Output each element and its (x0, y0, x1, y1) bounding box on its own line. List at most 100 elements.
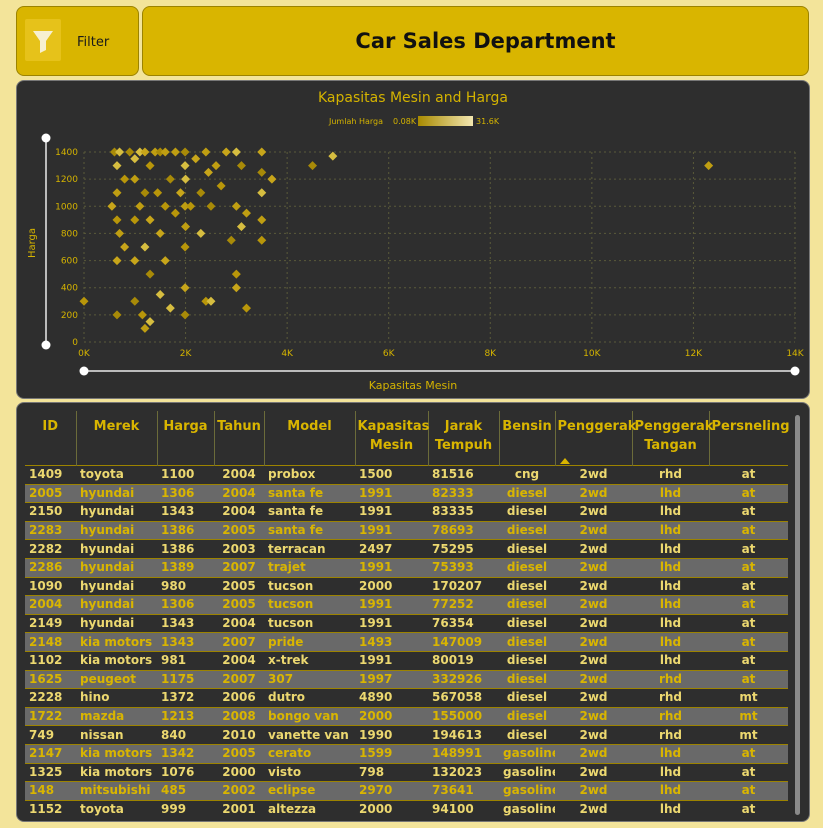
scatter-point[interactable] (257, 167, 267, 177)
scatter-point[interactable] (231, 201, 241, 211)
column-header-merek[interactable]: Merek (76, 411, 158, 466)
scatter-point[interactable] (145, 215, 155, 225)
scatter-point[interactable] (145, 317, 155, 327)
scatter-point[interactable] (186, 201, 196, 211)
scatter-point[interactable] (145, 269, 155, 279)
scatter-point[interactable] (328, 151, 338, 161)
scatter-point[interactable] (140, 188, 150, 198)
scatter-point[interactable] (180, 161, 190, 171)
scatter-point[interactable] (135, 201, 145, 211)
scatter-point[interactable] (130, 154, 140, 164)
scatter-point[interactable] (257, 147, 267, 157)
scatter-point[interactable] (155, 290, 165, 299)
table-row[interactable]: 1325 kia motors 1076 2000 visto 798 132023 gaso… (25, 762, 788, 782)
scatter-point[interactable] (236, 161, 246, 171)
column-header-tahun[interactable]: Tahun (214, 411, 265, 466)
table-row[interactable]: 2283 hyundai 1386 2005 santa fe 1991 78693 dies… (25, 520, 788, 540)
table-row[interactable]: 2149 hyundai 1343 2004 tucson 1991 76354 diesel… (25, 613, 788, 633)
table-row[interactable]: 1409 toyota 1100 2004 probox 1500 81516 cng 2wd r… (25, 465, 788, 485)
scatter-point[interactable] (226, 235, 236, 245)
scatter-point[interactable] (155, 147, 165, 157)
scatter-point[interactable] (112, 161, 122, 171)
table-row[interactable]: 2005 hyundai 1306 2004 santa fe 1991 82333 dies… (25, 483, 788, 503)
scatter-point[interactable] (231, 269, 241, 279)
scatter-point[interactable] (201, 296, 211, 306)
column-header-penggerak-tangan[interactable]: Penggerak Tangan (632, 411, 713, 466)
scatter-point[interactable] (170, 147, 180, 157)
y-range-slider-handle-top[interactable] (41, 133, 51, 143)
table-row[interactable]: 2147 kia motors 1342 2005 cerato 1599 148991 ga… (25, 743, 788, 763)
x-range-slider-handle-right[interactable] (790, 366, 800, 376)
scatter-point[interactable] (130, 256, 140, 266)
scatter-point[interactable] (107, 201, 117, 211)
scatter-point[interactable] (170, 208, 180, 218)
scatter-point[interactable] (125, 147, 135, 157)
scatter-point[interactable] (267, 174, 277, 184)
scatter-point[interactable] (180, 310, 190, 320)
scatter-point[interactable] (196, 228, 206, 238)
scatter-point[interactable] (120, 174, 130, 184)
scatter-point[interactable] (165, 174, 175, 184)
scatter-point[interactable] (130, 174, 140, 184)
scatter-point[interactable] (181, 174, 191, 184)
scatter-point[interactable] (257, 215, 267, 225)
table-row[interactable]: 2282 hyundai 1386 2003 terracan 2497 75295 dies… (25, 539, 788, 559)
column-header-id[interactable]: ID (25, 411, 77, 466)
scatter-point[interactable] (140, 147, 150, 157)
table-row[interactable]: 2286 hyundai 1389 2007 trajet 1991 75393 diesel… (25, 557, 788, 578)
scatter-point[interactable] (180, 147, 190, 157)
column-header-persneling[interactable]: Persneling (711, 419, 790, 434)
scatter-point[interactable] (130, 296, 140, 306)
y-range-slider-handle-bottom[interactable] (41, 340, 51, 350)
filter-button[interactable]: Filter (16, 6, 139, 76)
x-range-slider-handle-left[interactable] (79, 366, 89, 376)
scatter-point[interactable] (112, 188, 122, 198)
scatter-point[interactable] (221, 147, 231, 157)
scatter-point[interactable] (216, 181, 226, 191)
table-row[interactable]: 1152 toyota 999 2001 altezza 2000 94100 gasolin… (25, 799, 788, 819)
scatter-point[interactable] (155, 228, 165, 238)
scatter-point[interactable] (196, 188, 206, 198)
scatter-point[interactable] (242, 303, 252, 313)
scatter-point[interactable] (135, 147, 145, 157)
scatter-point[interactable] (180, 201, 190, 211)
scatter-point[interactable] (120, 242, 130, 252)
scatter-point[interactable] (201, 147, 211, 157)
table-row[interactable]: 1625 peugeot 1175 2007 307 1997 332926 diesel 2w… (25, 669, 788, 689)
column-header-model[interactable]: Model (264, 411, 356, 466)
table-row[interactable]: 1722 mazda 1213 2008 bongo van 2000 155000 dies… (25, 706, 788, 726)
column-header-kapasitas-mesin[interactable]: Kapasitas Mesin (355, 411, 429, 466)
column-header-harga[interactable]: Harga (157, 411, 215, 466)
scatter-point[interactable] (180, 283, 190, 293)
scatter-point[interactable] (115, 147, 125, 157)
scatter-point[interactable] (160, 147, 170, 157)
scatter-point[interactable] (206, 296, 216, 306)
scatter-point[interactable] (704, 161, 714, 171)
scatter-point[interactable] (160, 201, 170, 211)
scatter-point[interactable] (109, 147, 119, 157)
scatter-point[interactable] (160, 256, 170, 266)
scatter-point[interactable] (203, 167, 213, 177)
scatter-point[interactable] (150, 147, 160, 157)
scatter-point[interactable] (236, 222, 246, 232)
scatter-point[interactable] (180, 242, 190, 252)
table-row[interactable]: 2150 hyundai 1343 2004 santa fe 1991 83335 dies… (25, 502, 788, 522)
column-header-bensin[interactable]: Bensin (499, 411, 556, 466)
scatter-point[interactable] (308, 161, 318, 171)
scatter-point[interactable] (112, 215, 122, 225)
table-row[interactable]: 749 nissan 840 2010 vanette van 1990 194613 die… (25, 725, 788, 745)
table-row[interactable]: 2004 hyundai 1306 2005 tucson 1991 77252 diesel… (25, 595, 788, 615)
scatter-point[interactable] (130, 215, 140, 225)
table-scrollbar[interactable] (795, 415, 800, 815)
scatter-point[interactable] (191, 154, 201, 164)
scatter-point[interactable] (153, 188, 163, 198)
table-row[interactable]: 148 mitsubishi 485 2002 eclipse 2970 73641 gaso… (25, 781, 788, 801)
table-row[interactable]: 1102 kia motors 981 2004 x-trek 1991 80019 dies… (25, 650, 788, 671)
scatter-point[interactable] (112, 256, 122, 266)
scatter-point[interactable] (140, 323, 150, 333)
column-header-jarak-tempuh[interactable]: Jarak Tempuh (428, 411, 500, 466)
scatter-point[interactable] (145, 161, 155, 171)
scatter-point[interactable] (242, 208, 252, 218)
scatter-point[interactable] (140, 242, 150, 252)
scatter-point[interactable] (165, 303, 175, 313)
